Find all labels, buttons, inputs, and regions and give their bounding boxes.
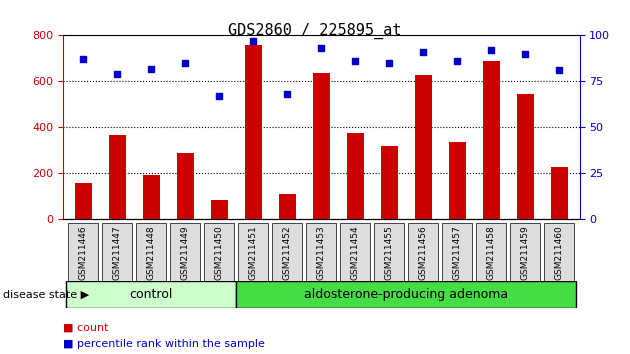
Bar bbox=[75, 183, 92, 219]
Bar bbox=[483, 61, 500, 219]
Text: control: control bbox=[130, 288, 173, 301]
Text: aldosterone-producing adenoma: aldosterone-producing adenoma bbox=[304, 288, 508, 301]
Point bbox=[214, 93, 224, 99]
Bar bbox=[476, 223, 506, 281]
Text: GSM211455: GSM211455 bbox=[385, 225, 394, 280]
Text: disease state ▶: disease state ▶ bbox=[3, 290, 89, 299]
Text: GDS2860 / 225895_at: GDS2860 / 225895_at bbox=[228, 23, 402, 39]
Point bbox=[350, 58, 360, 64]
Text: GSM211448: GSM211448 bbox=[147, 225, 156, 280]
Bar bbox=[374, 223, 404, 281]
Point bbox=[486, 47, 496, 53]
Text: GSM211446: GSM211446 bbox=[79, 225, 88, 280]
Point bbox=[248, 38, 258, 44]
Bar bbox=[170, 223, 200, 281]
Bar bbox=[279, 194, 296, 219]
Point bbox=[384, 60, 394, 66]
Text: GSM211458: GSM211458 bbox=[487, 225, 496, 280]
Text: GSM211457: GSM211457 bbox=[453, 225, 462, 280]
Bar bbox=[415, 74, 432, 219]
Bar bbox=[313, 73, 329, 219]
Point bbox=[282, 91, 292, 97]
Text: GSM211452: GSM211452 bbox=[283, 225, 292, 280]
Bar bbox=[449, 142, 466, 219]
Bar bbox=[236, 281, 576, 308]
Bar bbox=[544, 223, 574, 281]
Point bbox=[180, 60, 190, 66]
Bar bbox=[211, 200, 228, 219]
Text: GSM211460: GSM211460 bbox=[554, 225, 564, 280]
Bar bbox=[306, 223, 336, 281]
Text: GSM211453: GSM211453 bbox=[317, 225, 326, 280]
Bar bbox=[346, 133, 364, 219]
Text: GSM211450: GSM211450 bbox=[215, 225, 224, 280]
Bar bbox=[381, 146, 398, 219]
Bar bbox=[442, 223, 472, 281]
Text: ■ percentile rank within the sample: ■ percentile rank within the sample bbox=[63, 339, 265, 349]
Point bbox=[418, 49, 428, 55]
Bar bbox=[109, 136, 126, 219]
Bar bbox=[103, 223, 132, 281]
Point bbox=[452, 58, 462, 64]
Point bbox=[112, 71, 122, 77]
Bar bbox=[408, 223, 438, 281]
Bar bbox=[551, 166, 568, 219]
Bar bbox=[340, 223, 370, 281]
Bar bbox=[272, 223, 302, 281]
Bar bbox=[177, 153, 194, 219]
Text: GSM211456: GSM211456 bbox=[419, 225, 428, 280]
Bar bbox=[143, 175, 160, 219]
Bar bbox=[69, 223, 98, 281]
Bar bbox=[66, 281, 236, 308]
Bar bbox=[245, 45, 262, 219]
Point bbox=[520, 51, 530, 57]
Text: GSM211447: GSM211447 bbox=[113, 225, 122, 280]
Text: ■ count: ■ count bbox=[63, 323, 108, 333]
Point bbox=[316, 45, 326, 51]
Bar bbox=[204, 223, 234, 281]
Bar bbox=[238, 223, 268, 281]
Bar bbox=[137, 223, 166, 281]
Bar bbox=[517, 94, 534, 219]
Point bbox=[554, 68, 564, 73]
Text: GSM211449: GSM211449 bbox=[181, 225, 190, 280]
Bar bbox=[510, 223, 540, 281]
Text: GSM211451: GSM211451 bbox=[249, 225, 258, 280]
Point bbox=[78, 57, 88, 62]
Point bbox=[146, 66, 156, 72]
Text: GSM211454: GSM211454 bbox=[351, 225, 360, 280]
Text: GSM211459: GSM211459 bbox=[521, 225, 530, 280]
